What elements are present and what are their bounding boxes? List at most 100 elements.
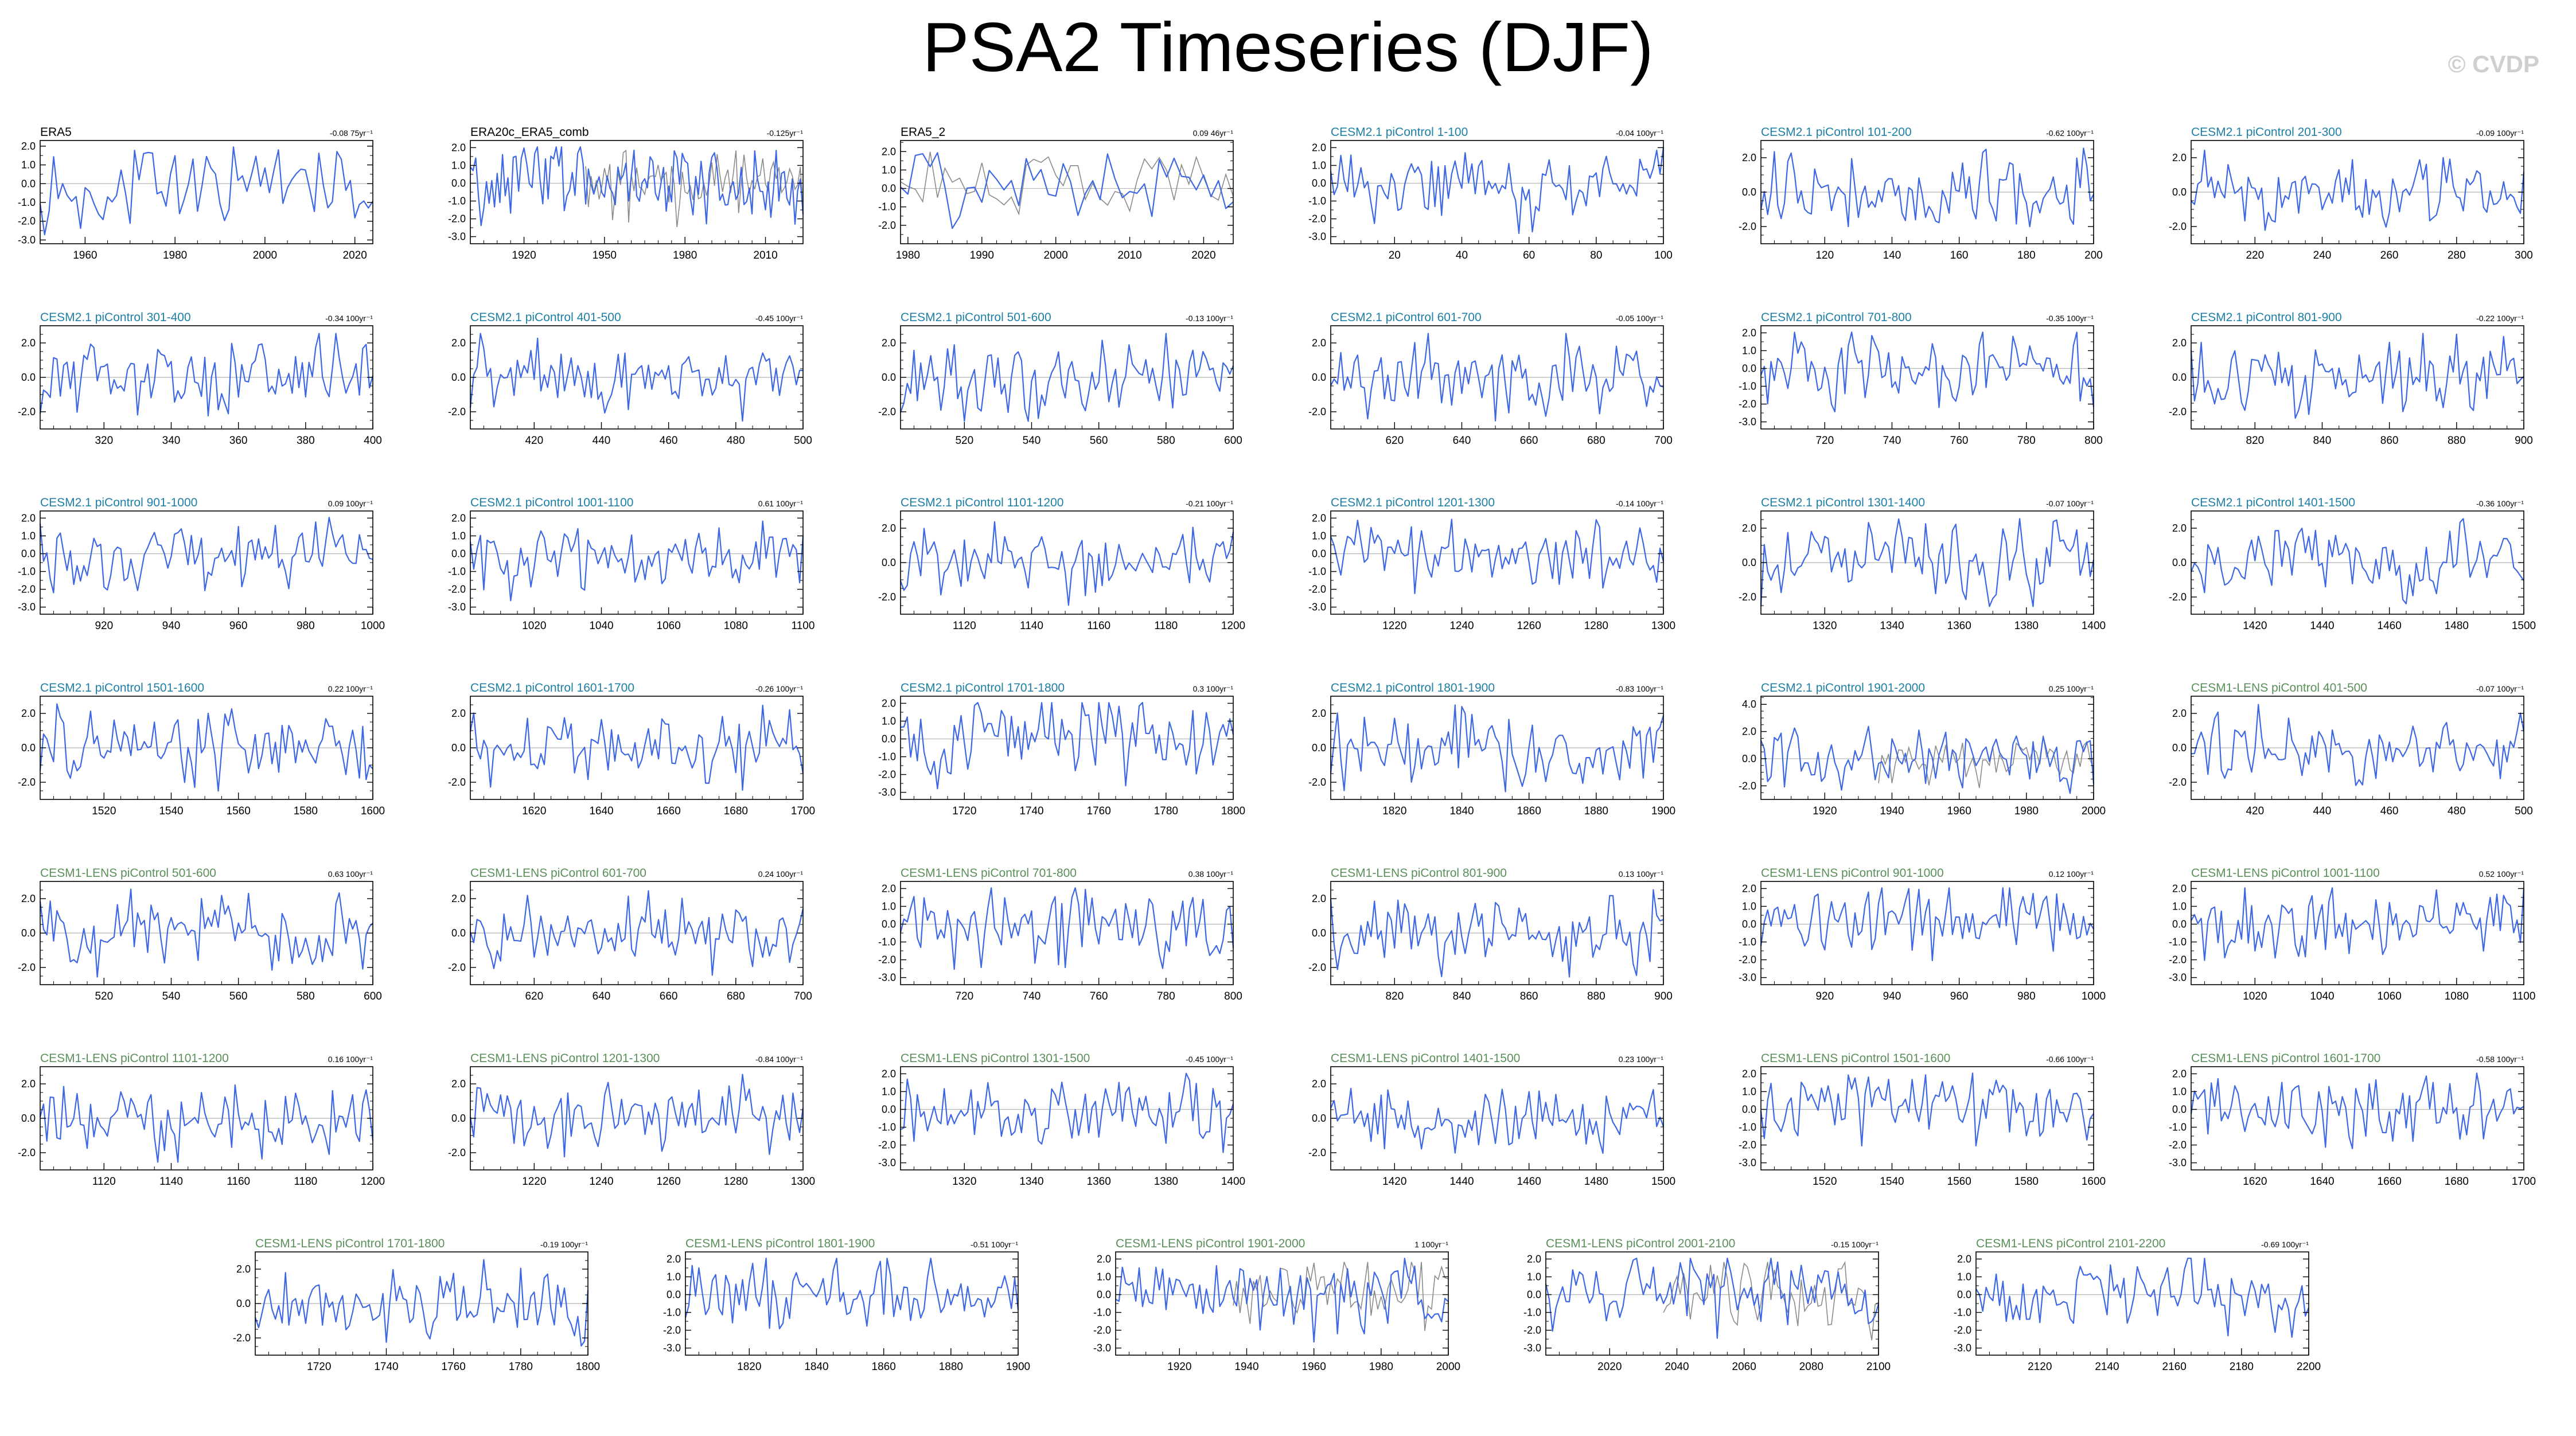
plot-frame	[685, 1251, 1019, 1356]
x-tick-label: 1360	[1947, 620, 1971, 632]
x-tick-label: 680	[727, 990, 745, 1002]
trend-label: -0.09 100yr⁻¹	[2476, 128, 2524, 138]
x-tick-label: 980	[297, 620, 315, 632]
y-tick-label: -2.0	[18, 406, 36, 417]
x-tick-label: 1780	[1154, 805, 1178, 817]
y-tick-label: 0.0	[21, 372, 36, 383]
x-tick-label: 440	[2313, 805, 2332, 817]
x-tick-label: 1880	[939, 1361, 963, 1373]
y-tick-label: 2.0	[1742, 522, 1756, 534]
x-tick-label: 1280	[724, 1176, 748, 1188]
series-line	[1330, 147, 1665, 234]
chart-panel: CESM1-LENS piControl 1501-1600 -0.66 100y…	[1727, 1049, 2106, 1204]
y-tick-label: 0.0	[451, 177, 466, 189]
x-tick-label: 100	[1654, 249, 1673, 262]
x-tick-label: 880	[2448, 435, 2466, 447]
x-tick-label: 780	[1157, 990, 1175, 1002]
y-tick-label: -2.0	[448, 213, 466, 225]
trend-label: -0.13 100yr⁻¹	[1186, 314, 1233, 323]
y-tick-label: 2.0	[451, 1078, 466, 1090]
panel-title: CESM2.1 piControl 701-800	[1761, 311, 1912, 324]
x-tick-label: 1400	[2082, 620, 2106, 632]
plot-frame	[1760, 1066, 2094, 1170]
x-tick-label: 1440	[1449, 1176, 1474, 1188]
x-tick-label: 800	[2084, 435, 2103, 447]
trend-label: -0.07 100yr⁻¹	[2046, 499, 2094, 508]
trend-label: 0.22 100yr⁻¹	[328, 684, 373, 693]
timeseries-plot: CESM2.1 piControl 601-700 -0.05 100yr⁻¹ 62…	[1308, 311, 1673, 447]
x-tick-label: 1880	[1584, 805, 1608, 817]
x-tick-label: 1080	[724, 620, 748, 632]
y-tick-label: -2.0	[2169, 954, 2187, 966]
y-tick-label: -3.0	[1954, 1343, 1971, 1354]
x-tick-label: 1540	[159, 805, 183, 817]
y-tick-label: 0.0	[21, 742, 36, 754]
x-tick-label: 1200	[1221, 620, 1245, 632]
y-tick-label: 0.0	[882, 557, 896, 568]
x-tick-label: 520	[95, 990, 113, 1002]
y-tick-label: -2.0	[1739, 591, 1756, 603]
plot-frame	[1330, 510, 1664, 615]
trend-label: -0.22 100yr⁻¹	[2476, 314, 2524, 323]
chart-panel: CESM2.1 piControl 201-300 -0.09 100yr⁻¹ 22…	[2157, 123, 2535, 278]
x-tick-label: 1340	[1880, 620, 1904, 632]
y-tick-label: -1.0	[878, 1122, 896, 1133]
x-tick-label: 1180	[294, 1176, 317, 1188]
x-tick-label: 1900	[1651, 805, 1675, 817]
cvdp-watermark: © CVDP	[2448, 50, 2539, 77]
y-tick-label: 0.0	[2172, 1103, 2187, 1115]
y-tick-label: 0.0	[1312, 548, 1326, 559]
y-tick-label: -2.0	[1954, 1325, 1971, 1336]
panel-title: CESM1-LENS piControl 1001-1100	[2191, 867, 2380, 880]
chart-panel: CESM1-LENS piControl 401-500 -0.07 100yr⁻…	[2157, 679, 2535, 834]
plot-frame	[1760, 325, 2094, 430]
y-tick-label: 2.0	[1957, 1253, 1971, 1265]
timeseries-plot: CESM1-LENS piControl 1801-1900 -0.51 100y…	[663, 1237, 1030, 1373]
series-line	[899, 521, 1234, 606]
series-line	[1975, 1258, 2310, 1338]
series-line	[469, 520, 804, 602]
y-tick-label: 0.0	[1742, 362, 1756, 374]
series-line	[899, 887, 1234, 970]
chart-panel: CESM1-LENS piControl 1301-1500 -0.45 100y…	[866, 1049, 1245, 1204]
series-line	[1760, 518, 2095, 607]
x-tick-label: 520	[955, 435, 973, 447]
x-tick-label: 1080	[2445, 990, 2469, 1002]
x-tick-label: 2200	[2297, 1361, 2321, 1373]
y-tick-label: -2.0	[1739, 1140, 1756, 1151]
x-tick-label: 780	[2017, 435, 2036, 447]
trend-label: 0.09 46yr⁻¹	[1193, 128, 1234, 138]
chart-panel: CESM1-LENS piControl 1901-2000 1 100yr⁻¹ 1…	[1081, 1235, 1460, 1390]
y-tick-label: -3.0	[2169, 1157, 2187, 1169]
x-tick-label: 820	[1385, 990, 1404, 1002]
plot-frame	[1545, 1251, 1879, 1356]
trend-label: -0.05 100yr⁻¹	[1616, 314, 1663, 323]
trend-label: 0.61 100yr⁻¹	[758, 499, 804, 508]
x-tick-label: 260	[2380, 249, 2399, 262]
chart-panel: ERA20c_ERA5_comb -0.125yr⁻¹ 1920 1950 1980 20…	[436, 123, 815, 278]
timeseries-plot: CESM2.1 piControl 101-200 -0.62 100yr⁻¹ 12…	[1739, 126, 2103, 262]
y-tick-label: 0.0	[1742, 918, 1756, 930]
y-tick-label: -3.0	[663, 1343, 681, 1354]
timeseries-plot: CESM1-LENS piControl 1101-1200 0.16 100yr…	[18, 1052, 385, 1188]
x-tick-label: 500	[2515, 805, 2533, 817]
series-line	[39, 703, 373, 792]
x-tick-label: 1900	[1006, 1361, 1030, 1373]
plot-frame	[2191, 1066, 2524, 1170]
x-tick-label: 1620	[522, 805, 546, 817]
x-tick-label: 1720	[952, 805, 976, 817]
timeseries-plot: CESM2.1 piControl 901-1000 0.09 100yr⁻¹ 92…	[18, 496, 385, 632]
x-tick-label: 540	[162, 990, 181, 1002]
x-tick-label: 1520	[1813, 1176, 1837, 1188]
x-tick-label: 1280	[1584, 620, 1608, 632]
x-tick-label: 600	[364, 990, 382, 1002]
y-tick-label: 2.0	[1097, 1253, 1111, 1265]
y-tick-label: -2.0	[878, 1140, 896, 1151]
x-tick-label: 180	[2017, 249, 2036, 262]
x-tick-label: 1480	[1584, 1176, 1608, 1188]
trend-label: -0.15 100yr⁻¹	[1831, 1240, 1879, 1249]
timeseries-plot: ERA5_2 0.09 46yr⁻¹ 1980 1990 2000 2010 2020 2.0…	[878, 126, 1234, 262]
x-tick-label: 1100	[2512, 990, 2536, 1002]
x-tick-label: 1460	[2378, 620, 2402, 632]
chart-panel: CESM1-LENS piControl 701-800 0.38 100yr⁻¹…	[866, 864, 1245, 1019]
